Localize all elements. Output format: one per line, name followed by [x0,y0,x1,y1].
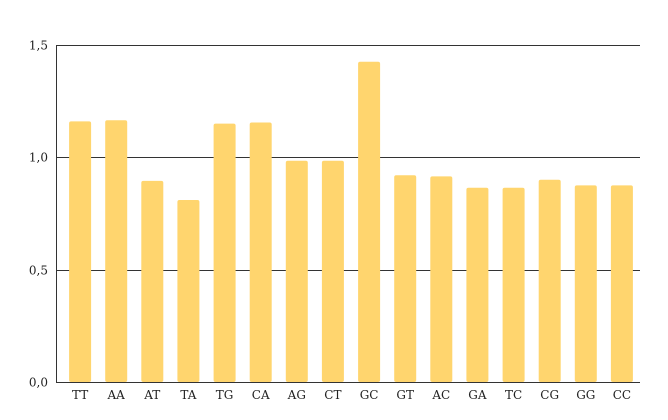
bar-cc [610,185,633,382]
x-tick-label-aa: AA [107,388,126,402]
bar-ct [321,160,344,382]
y-tick-labels: 0,0 0,5 1,0 1,5 [29,39,48,390]
axes [56,45,640,383]
bar-tt [69,121,92,383]
bar-aa [105,120,128,383]
x-tick-labels: TT AA AT TA TG CA AG CT GC GT AC GA TC CG GG CC [72,388,631,402]
x-tick-label-gc: GC [360,388,379,402]
bar-gc [358,61,381,383]
bar-ca [249,122,272,382]
x-tick-label-gt: GT [396,388,414,402]
bar-ga [466,187,489,382]
bar-cg [538,179,561,382]
y-tick-label: 1,5 [29,39,48,53]
bar-gg [574,185,597,382]
x-tick-label-gg: GG [576,388,595,402]
x-tick-label-ag: AG [287,388,306,402]
x-tick-label-ga: GA [468,388,487,402]
bar-at [141,180,164,382]
bars [69,61,633,383]
x-tick-label-ac: AC [431,388,450,402]
y-tick-label: 0,0 [29,376,48,390]
bar-tc [502,187,525,382]
x-tick-label-cc: CC [613,388,631,402]
x-tick-label-ct: CT [324,388,341,402]
x-tick-label-cg: CG [540,388,559,402]
bar-gt [394,175,417,382]
x-tick-label-ca: CA [252,388,270,402]
y-tick-label: 1,0 [29,151,48,165]
x-tick-label-ta: TA [180,388,196,402]
x-tick-label-tc: TC [505,388,522,402]
x-tick-label-at: AT [143,388,160,402]
bar-ta [177,200,200,382]
bar-ac [430,176,453,382]
bar-ag [285,160,308,382]
bar-tg [213,123,236,382]
x-tick-label-tt: TT [72,388,88,402]
x-tick-label-tg: TG [216,388,234,402]
y-tick-label: 0,5 [29,264,48,278]
